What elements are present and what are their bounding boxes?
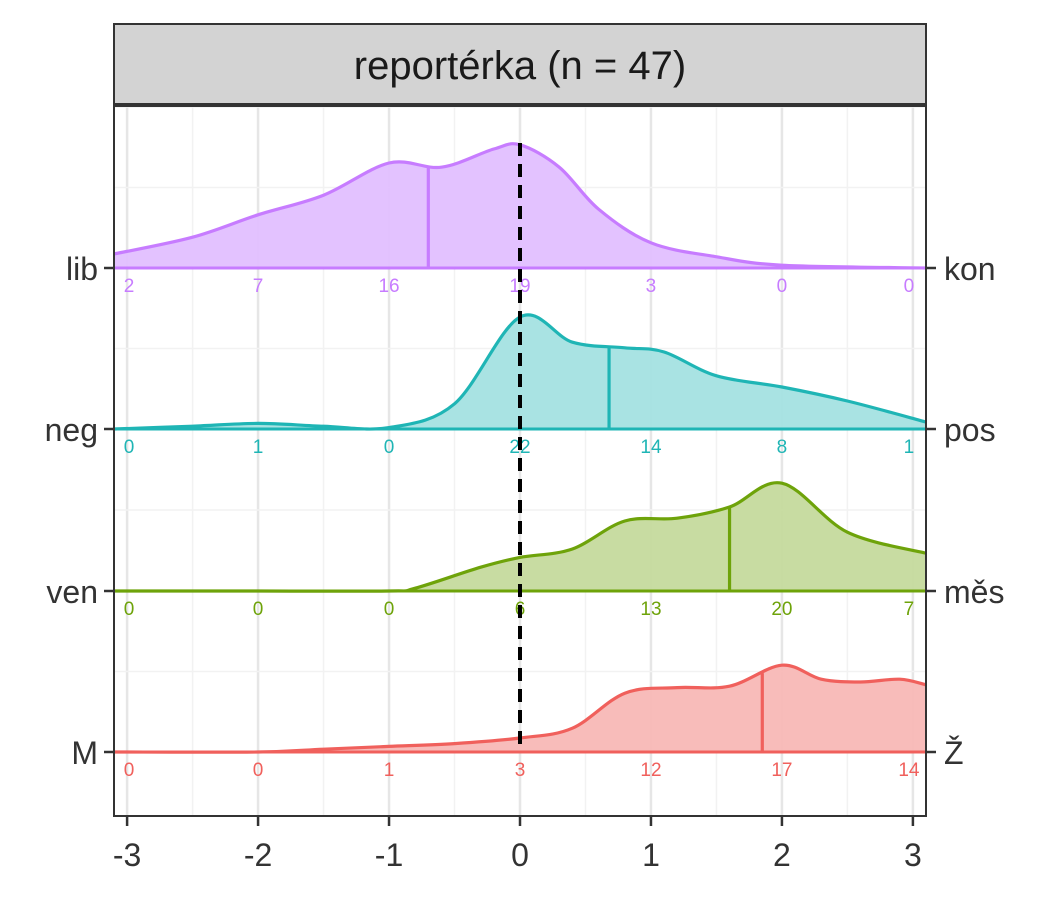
count-label: 0 [124, 437, 135, 458]
count-label: 17 [771, 760, 792, 781]
count-label: 0 [124, 760, 135, 781]
count-label: 8 [777, 437, 788, 458]
y-label-left: lib [66, 251, 98, 287]
count-label: 0 [124, 599, 135, 620]
count-label: 3 [515, 760, 526, 781]
x-tick-label: -2 [244, 837, 272, 873]
count-label: 14 [640, 437, 662, 458]
count-label: 1 [384, 760, 395, 781]
count-label: 7 [904, 599, 915, 620]
count-label: 7 [253, 276, 264, 297]
density-line [113, 663, 927, 754]
density-area [114, 314, 926, 430]
y-label-right: měs [944, 574, 1004, 610]
count-label: 19 [509, 276, 530, 297]
count-label: 0 [253, 599, 264, 620]
y-label-left: ven [46, 574, 98, 610]
ridge-ven-měs: 000613207 [114, 481, 927, 620]
count-label: 20 [771, 599, 792, 620]
count-label: 1 [253, 437, 264, 458]
count-label: 13 [640, 599, 661, 620]
count-label: 0 [777, 276, 788, 297]
x-tick-label: 0 [511, 837, 529, 873]
x-tick-label: -3 [113, 837, 141, 873]
count-label: 14 [898, 760, 920, 781]
density-line [113, 313, 927, 431]
count-label: 0 [384, 599, 395, 620]
chart-title: reportérka (n = 47) [354, 44, 686, 88]
count-label: 12 [640, 760, 661, 781]
ridge-lib-kon: 2 7 16 19 3 0 0 [113, 142, 927, 297]
count-label: 2 [124, 276, 135, 297]
ridge-M-Ž: 0 0 1 3 12 17 14 [113, 663, 927, 781]
y-label-left: neg [45, 412, 98, 448]
x-tick-label: 1 [642, 837, 660, 873]
density-line [113, 142, 927, 270]
x-tick-label: 2 [773, 837, 791, 873]
strip-background [113, 23, 927, 105]
count-label: 1 [904, 437, 915, 458]
x-tick-label: -1 [375, 837, 403, 873]
ridges-layer: 2716193000102214810006132070013121714 [113, 142, 927, 781]
y-label-left: M [71, 735, 98, 771]
count-label: 0 [384, 437, 395, 458]
count-label: 3 [646, 276, 657, 297]
y-label-right: kon [944, 251, 996, 287]
density-area [114, 665, 926, 753]
y-label-right: Ž [944, 735, 964, 771]
count-label: 0 [253, 760, 264, 781]
count-label: 16 [378, 276, 399, 297]
density-area [114, 143, 926, 268]
x-tick-label: 3 [904, 837, 922, 873]
y-label-right: pos [944, 412, 996, 448]
count-label: 0 [904, 276, 915, 297]
